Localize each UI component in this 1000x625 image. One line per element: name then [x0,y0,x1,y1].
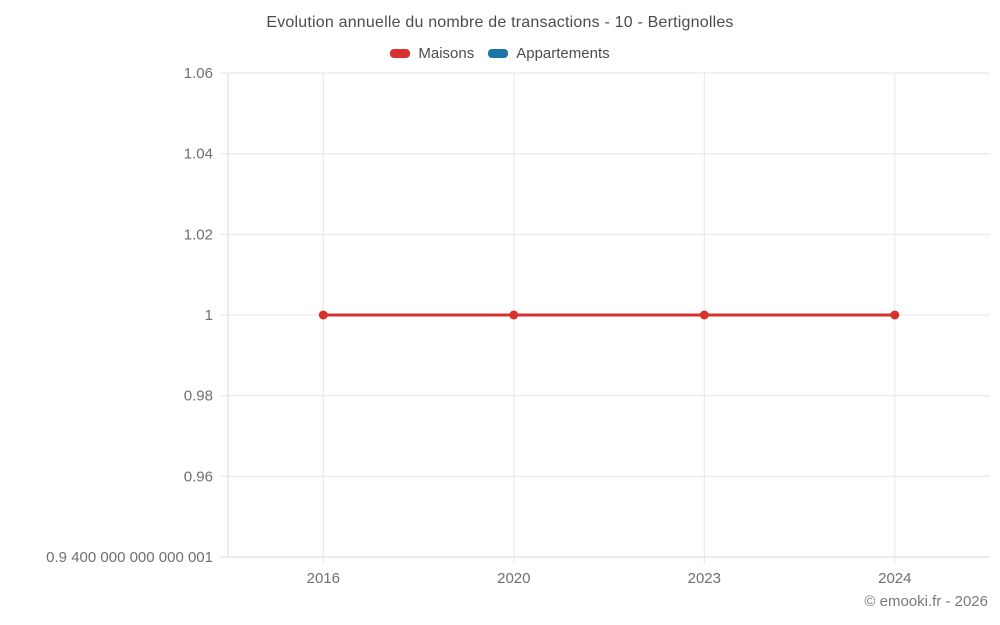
y-tick-label: 0.9 400 000 000 000 001 [46,549,213,566]
legend-item-maisons: Maisons [390,45,474,62]
y-tick-label: 1.04 [184,146,213,163]
copyright-text: © emooki.fr - 2026 [864,593,988,610]
legend-swatch-maisons [390,49,411,58]
data-point-maisons-2024[interactable] [890,310,900,320]
chart-title: Evolution annuelle du nombre de transact… [266,14,734,31]
data-point-maisons-2023[interactable] [699,310,709,320]
chart-legend: Maisons Appartements [0,45,1000,62]
legend-label-appartements: Appartements [516,45,610,62]
legend-swatch-appartements [488,49,509,58]
y-tick-label: 1.02 [184,226,213,243]
legend-item-appartements: Appartements [488,45,610,62]
y-tick-label: 0.96 [184,468,213,485]
x-tick-label: 2020 [497,570,530,587]
x-tick-label: 2023 [688,570,721,587]
x-tick-label: 2016 [307,570,340,587]
x-tick-label: 2024 [878,570,911,587]
y-tick-label: 1.06 [184,65,213,82]
legend-label-maisons: Maisons [418,45,475,62]
y-tick-label: 0.98 [184,388,213,405]
data-point-maisons-2020[interactable] [509,310,519,320]
y-tick-label: 1 [205,307,213,324]
data-point-maisons-2016[interactable] [318,310,328,320]
